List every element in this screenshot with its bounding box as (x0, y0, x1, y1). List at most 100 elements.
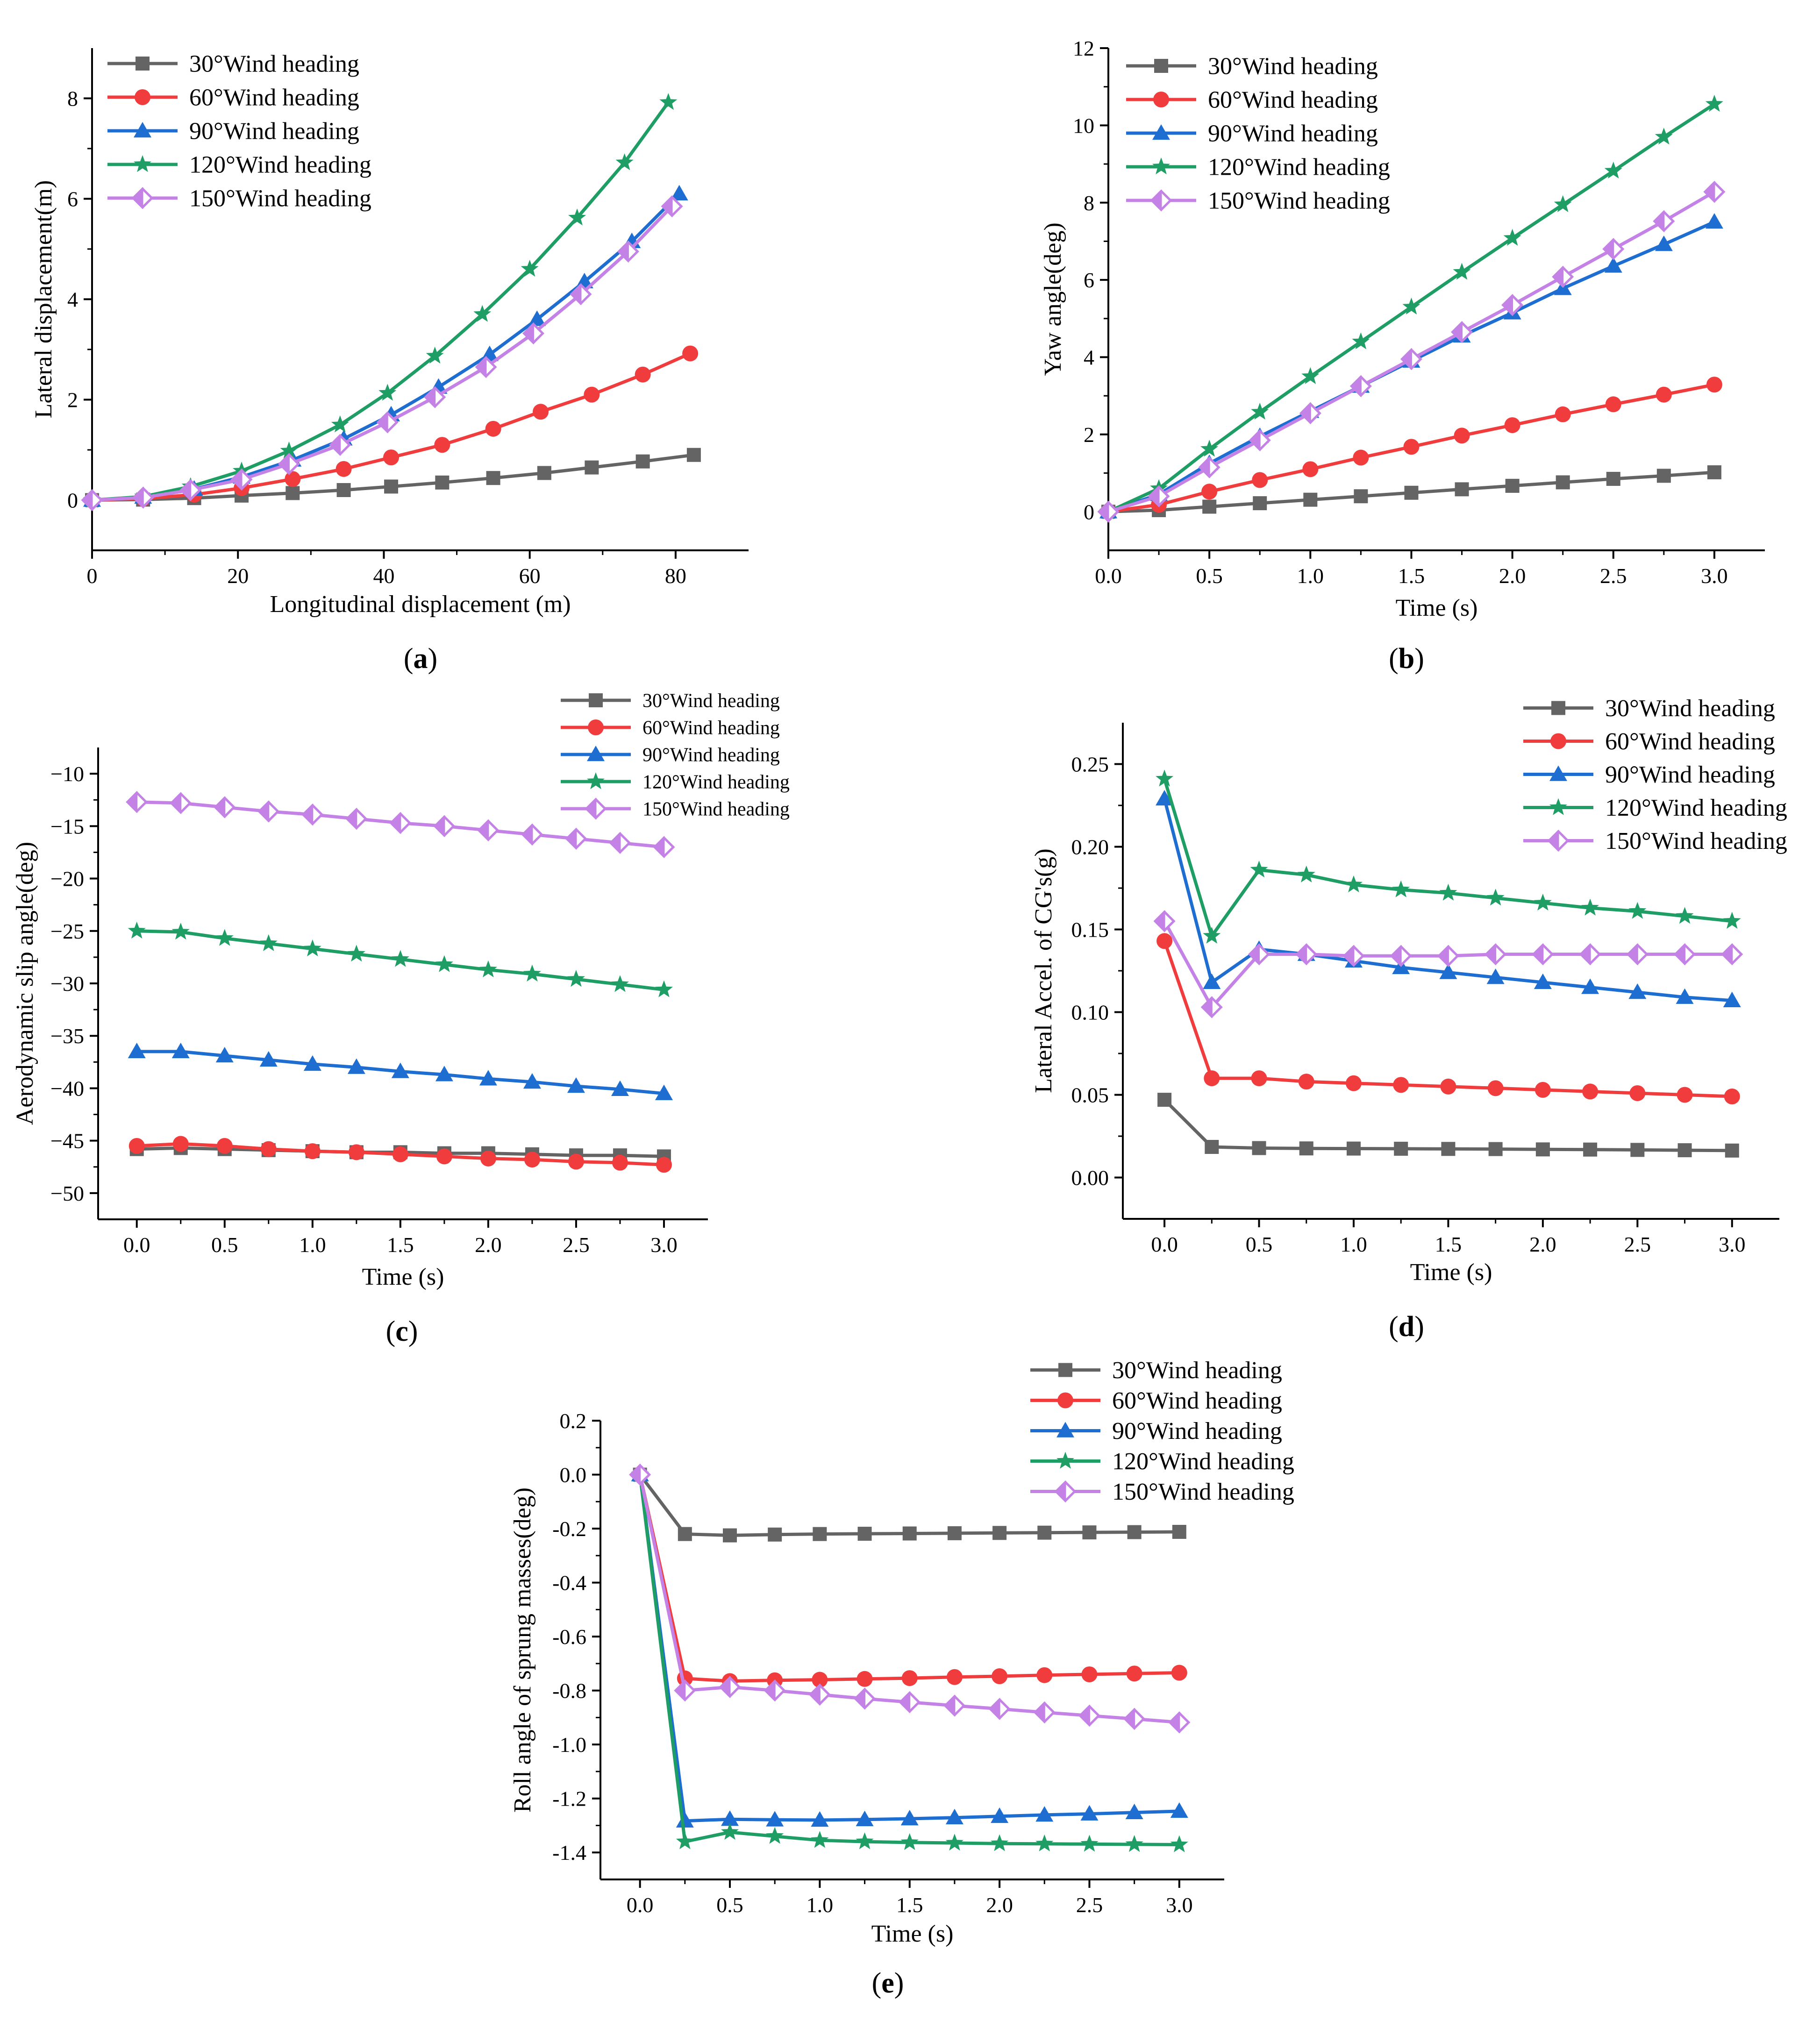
x-tick-label: 1.0 (299, 1233, 326, 1257)
x-tick-label: 2.5 (1076, 1893, 1103, 1917)
data-point-half (809, 1683, 821, 1706)
data-point (347, 1058, 365, 1074)
data-point (635, 454, 650, 469)
data-point (1127, 1525, 1142, 1539)
data-point (1345, 875, 1363, 893)
data-point (434, 437, 450, 453)
y-tick-label: 0.15 (1071, 918, 1109, 942)
data-point (391, 950, 409, 967)
data-point (1486, 889, 1505, 906)
data-point (991, 1834, 1009, 1851)
data-point (1125, 1803, 1143, 1819)
data-point-half (674, 1679, 686, 1702)
data-point (285, 486, 300, 500)
legend-swatch-marker (1152, 157, 1170, 175)
data-point (1251, 1070, 1267, 1087)
data-point-half (1627, 943, 1638, 966)
data-point-half (523, 322, 534, 345)
data-point (336, 483, 351, 497)
data-point (303, 939, 321, 957)
data-point (1439, 963, 1457, 979)
legend-swatch-marker-half (1548, 829, 1559, 852)
panel-caption: (c) (386, 1316, 418, 1347)
data-point (1629, 1085, 1646, 1101)
data-point (1299, 1141, 1313, 1156)
data-point (1250, 861, 1268, 878)
data-point (856, 1671, 873, 1687)
data-point-half (1079, 1704, 1090, 1727)
y-tick-label: −25 (50, 919, 84, 943)
data-point (856, 1810, 874, 1827)
data-point-half (475, 356, 487, 378)
data-point (723, 1528, 737, 1543)
series-4 (83, 93, 678, 508)
data-point-half (1201, 996, 1213, 1018)
caption-letter: a (414, 643, 428, 675)
data-point-half (565, 827, 577, 850)
data-point (945, 1834, 964, 1851)
data-point-half (1124, 1708, 1135, 1730)
x-tick-label: 60 (519, 564, 541, 588)
y-tick-label: 4 (67, 288, 78, 312)
data-point (523, 1073, 541, 1089)
data-point (215, 929, 234, 946)
y-axis-label: Roll angle of sprung masses(deg) (509, 1487, 536, 1813)
series-line (638, 1473, 1179, 1537)
x-tick-label: 0.5 (211, 1233, 238, 1257)
data-point (485, 420, 501, 437)
data-point-half (1249, 943, 1260, 966)
caption-letter: e (881, 1967, 894, 1999)
data-point (1251, 403, 1269, 420)
legend: 30°Wind heading 60°Wind heading 90°Wind he… (107, 51, 371, 212)
data-point-half (180, 479, 192, 501)
data-point-half (1674, 943, 1686, 966)
data-point-half (1169, 1711, 1180, 1734)
x-tick-label: 0.5 (1196, 564, 1223, 588)
data-point (1170, 1835, 1188, 1852)
data-point (1655, 128, 1673, 145)
data-point-half (478, 819, 489, 841)
data-point (567, 970, 585, 987)
data-point (1346, 1141, 1361, 1156)
data-point (945, 1808, 964, 1824)
legend-swatch-marker-half (585, 797, 597, 820)
series-4 (128, 921, 673, 997)
data-point (1352, 332, 1370, 349)
data-point (524, 1152, 540, 1168)
data-point (1628, 983, 1647, 999)
data-point (1402, 298, 1420, 315)
data-point-half (329, 434, 341, 456)
data-point (1677, 1087, 1693, 1103)
data-point-half (1098, 500, 1109, 523)
data-point (1582, 1083, 1599, 1100)
legend-swatch-marker (588, 719, 604, 735)
data-point (280, 441, 298, 459)
data-point (1439, 883, 1457, 901)
x-tick-label: 1.5 (1435, 1232, 1462, 1256)
caption-open: ( (404, 643, 414, 675)
data-point (991, 1807, 1009, 1823)
data-point-half (126, 791, 138, 813)
data-point (1488, 1142, 1503, 1156)
data-point (635, 366, 651, 383)
data-point (1503, 228, 1521, 246)
data-point (686, 448, 701, 462)
data-point (1534, 973, 1552, 989)
legend-swatch-marker (1058, 1363, 1072, 1377)
data-point (1203, 973, 1221, 989)
data-point (584, 386, 600, 403)
data-point (1723, 911, 1741, 929)
caption-open: ( (872, 1967, 882, 1999)
legend-label: 30°Wind heading (1112, 1357, 1282, 1384)
data-point (480, 1150, 496, 1167)
data-point (537, 466, 551, 480)
data-point-half (1485, 943, 1497, 966)
data-point (1724, 1089, 1740, 1105)
series-5 (629, 1463, 1191, 1734)
data-point (1171, 1665, 1187, 1681)
data-point (766, 1811, 784, 1827)
y-tick-label: -0.2 (552, 1517, 586, 1541)
data-point (486, 471, 500, 485)
data-point (1630, 1143, 1645, 1157)
